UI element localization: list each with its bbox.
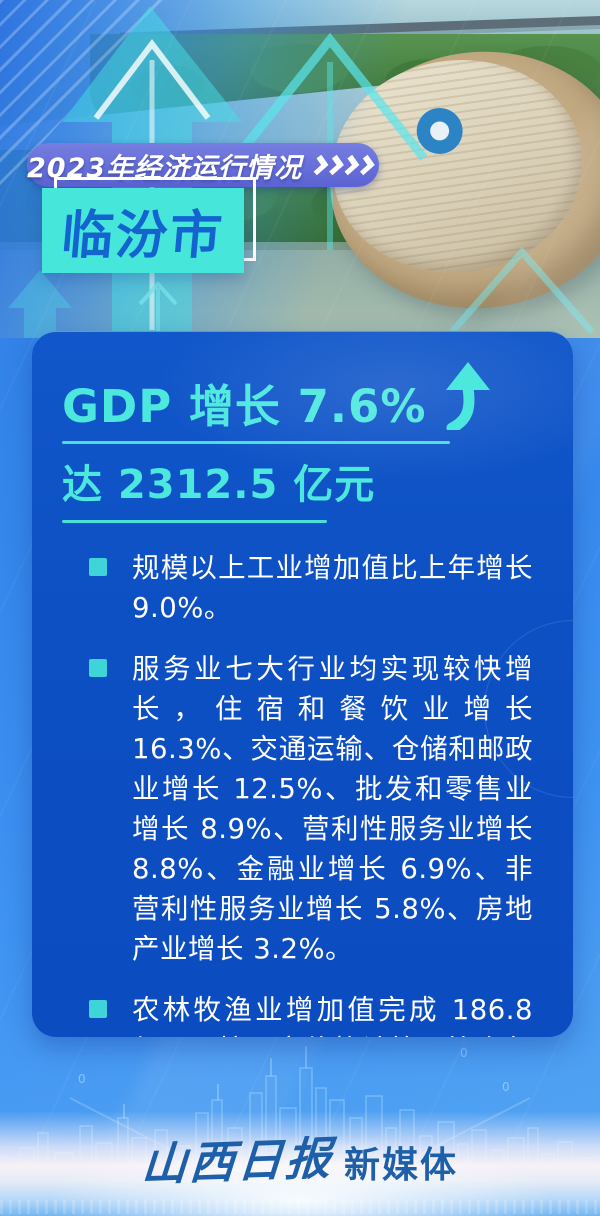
- brand-script-logo: 山西日报: [139, 1131, 336, 1192]
- stat-text: 规模以上工业增加值比上年增长 9.0%。: [132, 552, 533, 624]
- gdp-amount: 达 2312.5 亿元: [62, 462, 376, 508]
- stat-bullet: 服务业七大行业均实现较快增长，住宿和餐饮业增长 16.3%、交通运输、仓储和邮政…: [62, 649, 553, 969]
- city-badge: 临汾市: [42, 177, 256, 273]
- matrix-digit: 0: [460, 1046, 468, 1060]
- stat-list: 规模以上工业增加值比上年增长 9.0%。 服务业七大行业均实现较快增长，住宿和餐…: [62, 548, 553, 1037]
- gdp-headline-row: GDP 增长 7.6%: [62, 362, 553, 436]
- curved-up-arrow-icon: [446, 362, 491, 430]
- amount-underline: [62, 520, 327, 523]
- matrix-digit: 0: [502, 1080, 510, 1094]
- city-badge-box: 临汾市: [42, 188, 244, 273]
- stats-card: GDP 增长 7.6% 达 2312.5 亿元 规模以上工业增加值比上年增长 9…: [32, 331, 573, 1037]
- square-bullet-icon: [89, 659, 107, 677]
- headline-underline: [62, 441, 450, 444]
- gdp-headline: GDP 增长 7.6%: [62, 379, 427, 433]
- footer-brand: 山西日报 新媒体: [0, 1125, 600, 1192]
- forward-chevrons-icon: [313, 154, 375, 176]
- stat-bullet: 农林牧渔业增加值完成 186.8 亿元，按不变价格计算，比上年增长 5.1%。粮…: [62, 990, 553, 1037]
- square-bullet-icon: [89, 558, 107, 576]
- stat-text: 服务业七大行业均实现较快增长，住宿和餐饮业增长 16.3%、交通运输、仓储和邮政…: [132, 653, 533, 965]
- matrix-digit: 0: [78, 1072, 86, 1086]
- city-name: 临汾市: [58, 206, 227, 266]
- small-up-arrow-icon: [138, 281, 178, 332]
- stat-bullet: 规模以上工业增加值比上年增长 9.0%。: [62, 548, 553, 628]
- bottom-glow: [0, 1111, 600, 1216]
- square-bullet-icon: [89, 1000, 107, 1018]
- stat-text: 农林牧渔业增加值完成 186.8 亿元，按不变价格计算，比上年增长 5.1%。粮…: [132, 994, 533, 1037]
- brand-suffix: 新媒体: [344, 1145, 459, 1186]
